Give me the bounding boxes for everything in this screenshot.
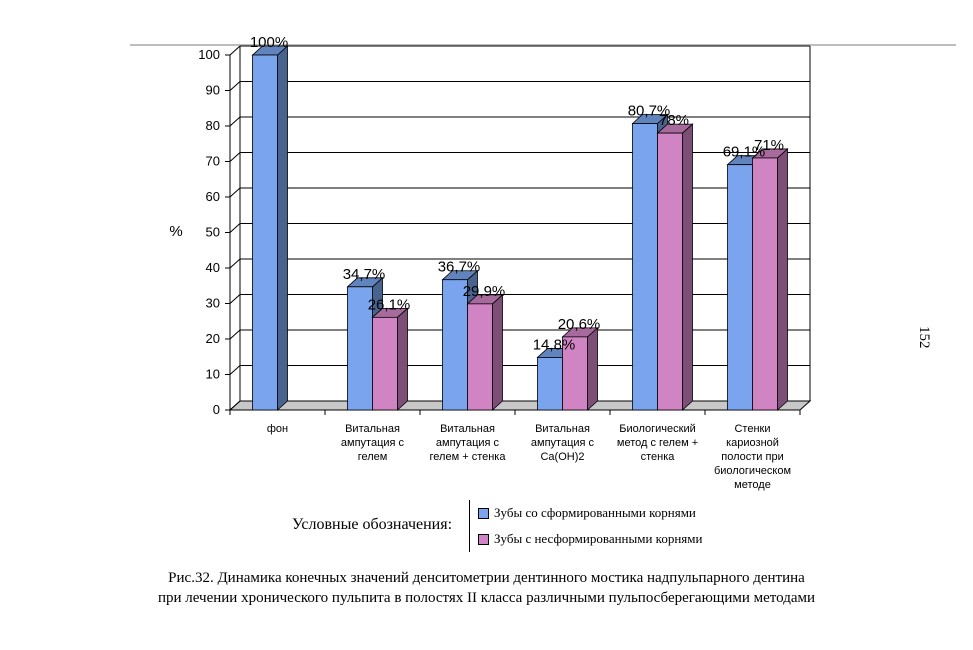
gridline-side-70 (229, 152, 241, 162)
bar-side (492, 293, 503, 411)
category-label-2-line-3: гелем (358, 451, 388, 463)
gridline-side-80 (229, 116, 241, 127)
category-label-5-line-3: стенка (641, 451, 676, 463)
y-tick-label-80: 80 (206, 118, 220, 133)
chart-y-ticks: 0 10 20 30 40 50 60 70 80 90 100 (198, 47, 230, 417)
bar-front (562, 336, 588, 411)
gridline-side-60 (229, 187, 241, 198)
gridline-side-20 (229, 329, 241, 340)
bar-s1-c1 (251, 45, 289, 411)
y-tick-label-50: 50 (206, 225, 220, 240)
category-label-6-line-3: полости при (721, 451, 783, 463)
legend-item-unformed-roots: Зубы с несформированными корнями (478, 530, 702, 548)
category-label-6-line-1: Стенки (734, 423, 770, 435)
legend-swatch-formed-roots (478, 507, 489, 519)
category-label-4-line-1: Витальная (535, 423, 590, 435)
bar-chart: 100%34,7%26,1%36,7%29,9%14,8%20,6%80,7%7… (169, 34, 812, 491)
bar-front (537, 357, 563, 411)
category-label-2-line-2: ампутация с (341, 437, 405, 449)
y-tick-label-30: 30 (206, 296, 220, 311)
category-label-5-line-2: метод с гелем + (617, 437, 698, 449)
data-label-s2-c2: 26,1% (368, 296, 411, 313)
data-label-s1-c1: 100% (250, 34, 288, 51)
chart-data-labels: 100%34,7%26,1%36,7%29,9%14,8%20,6%80,7%7… (250, 34, 784, 353)
gridline-side-50 (229, 223, 241, 233)
bar-front (657, 132, 683, 411)
gridline-side-10 (229, 365, 241, 375)
category-label-3-line-3: гелем + стенка (430, 451, 507, 463)
y-tick-label-20: 20 (206, 331, 220, 346)
bar-side (682, 123, 693, 411)
category-label-6-line-5: методе (734, 479, 771, 491)
bar-front (632, 123, 658, 411)
gridline-side-0 (229, 400, 241, 411)
bar-side (397, 307, 408, 411)
bar-side (277, 45, 288, 411)
chart-bars (251, 45, 789, 411)
bar-side (777, 148, 788, 411)
gridline-side-100 (229, 45, 241, 56)
y-axis-label: % (169, 223, 182, 240)
bar-front (467, 303, 493, 411)
y-tick-label-90: 90 (206, 83, 220, 98)
bar-s2-c6 (751, 148, 789, 411)
category-label-1-line-1: фон (267, 423, 288, 435)
chart-category-labels: фон Витальная ампутация с гелем Витальная амп… (267, 423, 791, 491)
legend-title: Условные обозначения: (292, 516, 453, 533)
chart-axes (229, 46, 811, 415)
data-label-s2-c3: 29,9% (463, 283, 506, 300)
caption-line-2: при лечении хронического пульпита в поло… (157, 590, 816, 606)
bar-front (442, 279, 468, 411)
bar-front (752, 157, 778, 411)
chart-gridlines (229, 45, 810, 411)
gridline-side-40 (229, 258, 241, 269)
figure-caption: Рис.32. Динамика конечных значений денси… (0, 568, 973, 608)
chart-floor (228, 400, 812, 411)
caption-line-1: Рис.32. Динамика конечных значений денси… (168, 570, 805, 586)
bar-front (727, 164, 753, 411)
y-tick-label-100: 100 (198, 47, 220, 62)
category-label-3-line-2: ампутация с (436, 437, 500, 449)
y-tick-label-70: 70 (206, 154, 220, 169)
data-label-s2-c4: 20,6% (558, 316, 601, 333)
data-label-s2-c5: 78% (659, 112, 689, 129)
category-label-6-line-2: кариозной (726, 437, 779, 449)
bar-s2-c5 (656, 123, 694, 411)
bar-front (252, 54, 278, 411)
y-tick-label-40: 40 (206, 260, 220, 275)
data-label-s1-c2: 34,7% (343, 266, 386, 283)
category-label-4-line-3: Ca(OH)2 (540, 451, 584, 463)
data-label-s2-c6: 71% (754, 137, 784, 154)
data-label-s1-c4: 14,8% (533, 336, 576, 353)
gridline-side-30 (229, 294, 241, 304)
legend-swatch-unformed-roots (478, 533, 489, 545)
bar-s2-c2 (371, 307, 409, 411)
y-tick-label-10: 10 (206, 367, 220, 382)
data-label-s1-c3: 36,7% (438, 259, 481, 276)
category-label-4-line-2: ампутация с (531, 437, 595, 449)
y-tick-label-0: 0 (213, 402, 220, 417)
gridline-side-90 (229, 81, 241, 91)
data-label-s1-c5: 80,7% (628, 103, 671, 120)
legend-item-formed-roots: Зубы со сформированными корнями (478, 504, 696, 522)
category-label-5-line-1: Биологический (619, 423, 696, 435)
bar-front (372, 316, 398, 411)
chart-floor-plane (228, 400, 812, 411)
bar-s2-c4 (561, 326, 599, 411)
bar-side (587, 326, 598, 411)
top-rule (130, 44, 956, 46)
category-label-6-line-4: биологическом (714, 465, 791, 477)
data-label-s1-c6: 69,1% (723, 144, 766, 161)
bar-s2-c3 (466, 293, 504, 411)
category-label-2-line-1: Витальная (345, 423, 400, 435)
chart-legend: Зубы со сформированными корнями Зубы с н… (469, 500, 732, 552)
y-tick-label-60: 60 (206, 189, 220, 204)
legend-label-formed-roots: Зубы со сформированными корнями (494, 505, 696, 520)
category-label-3-line-1: Витальная (440, 423, 495, 435)
legend-label-unformed-roots: Зубы с несформированными корнями (494, 531, 703, 546)
